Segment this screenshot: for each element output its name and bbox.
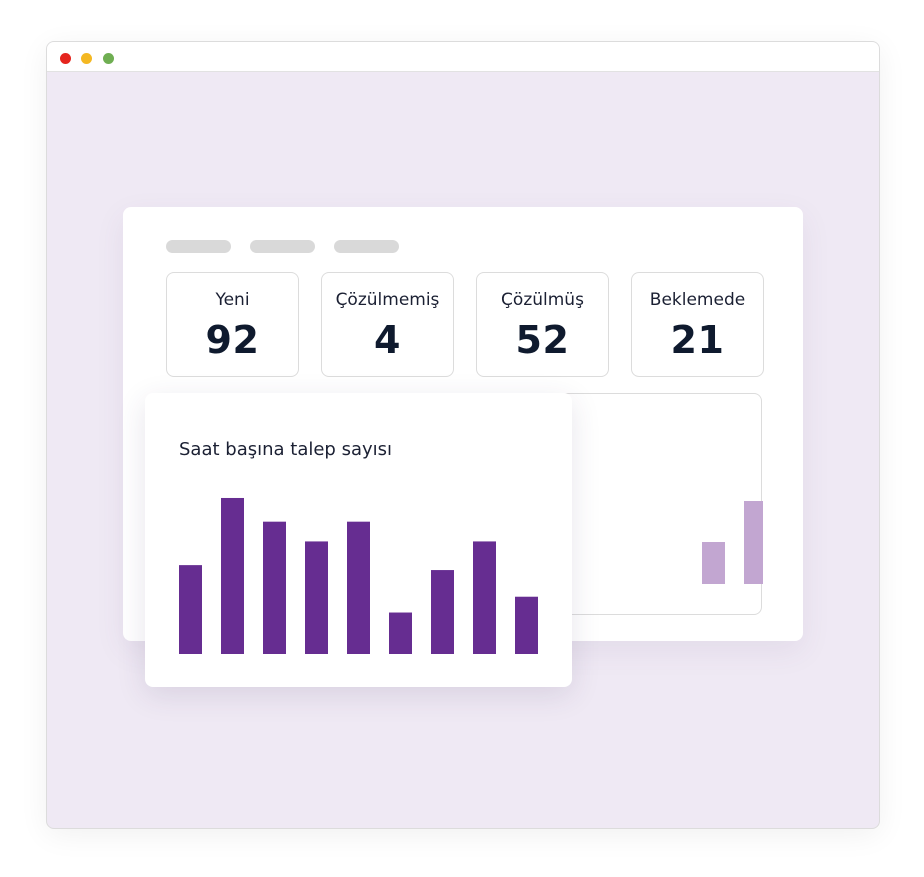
stat-label: Çözülmemiş [335, 290, 440, 310]
bar-2 [221, 497, 244, 654]
stat-card-pending: Beklemede 21 [631, 272, 764, 377]
stat-label: Beklemede [649, 290, 746, 310]
bar-9 [515, 596, 538, 654]
close-window-button[interactable] [60, 53, 71, 64]
title-bar [47, 42, 879, 72]
bar-3 [263, 521, 286, 654]
bar-4 [305, 541, 328, 654]
placeholder-tab [250, 240, 315, 253]
stat-value: 4 [374, 318, 401, 362]
bar-6 [389, 612, 412, 654]
minimize-window-button[interactable] [81, 53, 92, 64]
stat-card-new: Yeni 92 [166, 272, 299, 377]
chart-title: Saat başına talep sayısı [179, 439, 393, 460]
stat-value: 52 [515, 318, 570, 362]
bar-2 [744, 501, 763, 584]
requests-chart-card: Saat başına talep sayısı [145, 393, 572, 687]
placeholder-tab [166, 240, 231, 253]
placeholder-tab [334, 240, 399, 253]
requests-bar-chart [179, 497, 538, 654]
bar-1 [179, 565, 202, 654]
bar-8 [473, 541, 496, 654]
stat-card-unresolved: Çözülmemiş 4 [321, 272, 454, 377]
maximize-window-button[interactable] [103, 53, 114, 64]
stat-card-resolved: Çözülmüş 52 [476, 272, 609, 377]
stat-label: Çözülmüş [501, 290, 584, 310]
stat-value: 92 [205, 318, 260, 362]
bar-5 [347, 521, 370, 654]
stat-value: 21 [670, 318, 725, 362]
stat-label: Yeni [215, 290, 250, 310]
bar-1 [702, 542, 725, 584]
bar-7 [431, 570, 454, 654]
background-bar-chart [702, 501, 763, 584]
